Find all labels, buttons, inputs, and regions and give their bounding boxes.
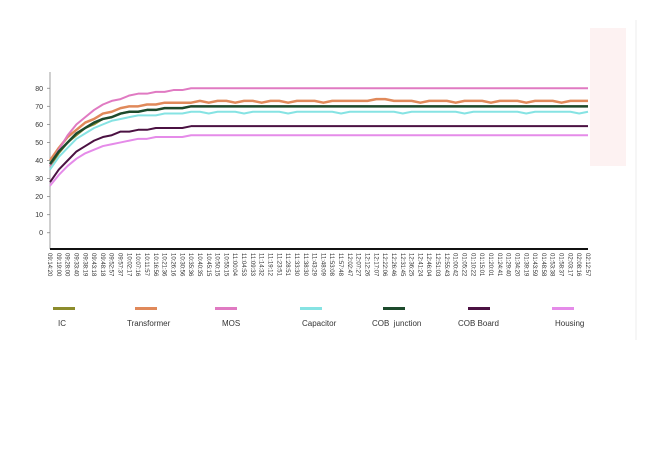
x-tick-label: 12:26:46 [390,253,396,277]
legend-swatch [468,307,490,310]
x-tick-label: 11:00:04 [231,253,237,277]
x-tick-label: 12:02:47 [346,253,352,277]
x-tick-label: 01:24:41 [496,253,502,277]
legend-label: Capacitor [302,319,337,328]
x-tick-label: 09:48:18 [99,253,105,277]
legend-label: COB junction [372,319,421,328]
x-tick-label: 11:33:30 [293,253,299,277]
x-tick-label: 11:14:32 [258,253,264,277]
x-tick-label: 11:57:48 [337,253,343,277]
legend-swatch [300,307,322,310]
x-tick-label: 09:19:00 [55,253,61,277]
x-tick-label: 01:20:01 [487,253,493,277]
x-tick-label: 10:45:15 [205,253,211,277]
x-tick-label: 09:14:20 [46,253,52,277]
x-tick-label: 01:58:37 [558,253,564,277]
x-tick-label: 01:29:40 [505,253,511,277]
x-tick-label: 12:07:27 [355,253,361,277]
series-line [49,134,588,187]
legend-swatch [552,307,574,310]
x-tick-label: 10:02:17 [125,253,131,277]
x-tick-label: 10:26:16 [169,253,175,277]
y-tick-label: 50 [35,140,43,147]
x-tick-label: 11:19:12 [266,253,272,277]
series-line [49,87,588,167]
y-tick-label: 20 [35,194,43,201]
y-tick-label: 80 [35,86,43,93]
x-tick-label: 01:53:38 [549,253,555,277]
x-tick-label: 09:28:00 [64,253,70,277]
legend-label: COB Board [458,319,499,328]
x-tick-label: 01:05:22 [461,253,467,277]
x-tick-label: 09:57:37 [117,253,123,277]
x-tick-label: 12:41:24 [416,253,422,277]
x-tick-label: 12:46:04 [425,253,431,277]
x-tick-label: 02:03:17 [566,253,572,277]
x-tick-label: 02:08:16 [575,253,581,277]
x-tick-label: 10:16:56 [152,253,158,277]
legend-swatch [215,307,237,310]
x-tick-label: 10:35:36 [187,253,193,277]
series-line [48,105,588,165]
y-tick-label: 70 [35,104,43,111]
legend-label: MOS [222,319,240,328]
x-tick-label: 01:39:19 [522,253,528,277]
x-tick-label: 12:12:26 [364,253,370,277]
x-tick-label: 01:48:58 [540,253,546,277]
y-tick-label: 60 [35,122,43,129]
x-tick-label: 12:17:07 [372,253,378,277]
x-tick-label: 09:33:40 [72,253,78,277]
legend-label: IC [58,319,66,328]
legend-label: Housing [555,319,584,328]
x-tick-label: 11:23:51 [275,253,281,277]
x-tick-label: 01:34:20 [513,253,519,277]
legend-swatch [135,307,157,310]
x-tick-label: 11:09:33 [249,253,255,277]
decoration [590,28,626,166]
legend-label: Transformer [127,319,171,328]
x-tick-label: 09:52:57 [108,253,114,277]
x-tick-label: 10:21:36 [161,253,167,277]
y-tick-label: 0 [39,230,43,237]
x-tick-label: 01:15:01 [478,253,484,277]
y-tick-label: 30 [35,176,43,183]
x-tick-label: 11:53:08 [328,253,334,277]
x-tick-label: 09:43:18 [90,253,96,277]
x-tick-label: 10:11:57 [143,253,149,277]
series-line [49,125,588,183]
x-tick-label: 12:36:25 [408,253,414,277]
x-tick-label: 12:55:43 [443,253,449,277]
x-tick-label: 10:55:15 [222,253,228,277]
series-line [49,110,589,171]
x-tick-label: 11:04:53 [240,253,246,277]
x-tick-label: 10:40:35 [196,253,202,277]
x-tick-label: 12:31:45 [399,253,405,277]
series-line [48,97,588,162]
x-tick-label: 10:07:16 [134,253,140,277]
x-tick-label: 01:10:22 [469,253,475,277]
x-tick-label: 10:50:15 [214,253,220,277]
x-tick-label: 01:43:59 [531,253,537,277]
legend-swatch [53,307,75,310]
y-tick-label: 10 [35,212,43,219]
x-tick-label: 11:48:09 [319,253,325,277]
x-tick-label: 01:00:42 [452,253,458,277]
x-tick-label: 09:38:19 [81,253,87,277]
y-tick-label: 40 [35,158,43,165]
x-tick-label: 12:22:06 [381,253,387,277]
x-tick-label: 11:28:51 [284,253,290,277]
legend-swatch [383,307,405,310]
x-tick-label: 10:30:56 [178,253,184,277]
x-tick-label: 11:43:29 [311,253,317,277]
x-tick-label: 12:51:03 [434,253,440,277]
x-tick-label: 02:12:57 [584,253,590,277]
x-tick-label: 11:38:30 [302,253,308,277]
